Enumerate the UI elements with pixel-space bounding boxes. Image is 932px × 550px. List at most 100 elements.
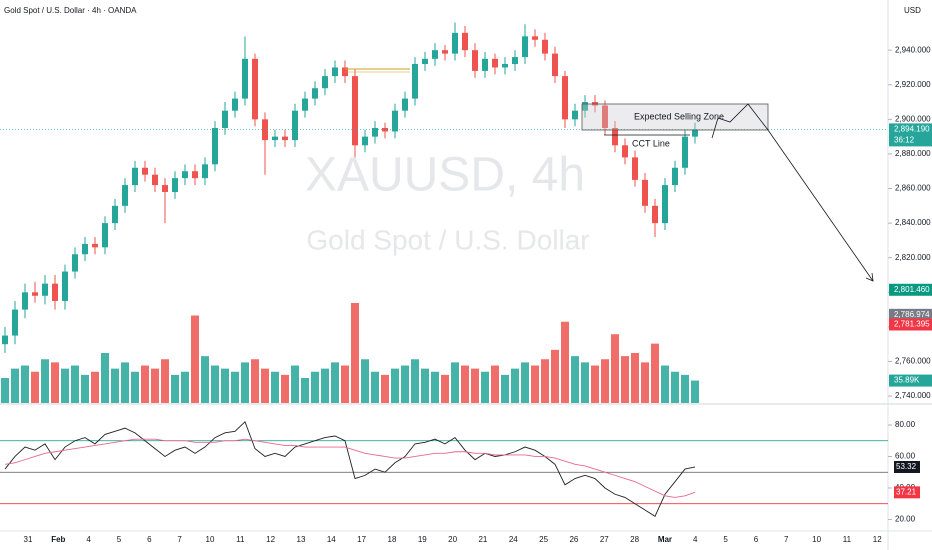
- volume-bar: [191, 315, 199, 403]
- price-level-label: 2,781.395: [894, 320, 930, 329]
- volume-bar: [181, 371, 189, 403]
- candle-body: [502, 63, 508, 68]
- y-tick-label: 2,740.000: [895, 391, 931, 400]
- candle-body: [172, 178, 178, 192]
- x-tick-label: 10: [812, 535, 821, 544]
- volume-bar: [531, 365, 539, 403]
- candle-body: [132, 167, 138, 186]
- volume-bar: [131, 371, 139, 403]
- candle-body: [232, 98, 238, 111]
- x-tick-label: 5: [723, 535, 728, 544]
- volume-bar: [141, 365, 149, 403]
- candle-body: [292, 110, 298, 141]
- candle-body: [82, 243, 88, 255]
- candle-body: [302, 98, 308, 111]
- volume-bar: [271, 371, 279, 403]
- x-tick-label: 13: [297, 535, 306, 544]
- candle-body: [392, 110, 398, 132]
- volume-bar: [481, 371, 489, 403]
- selling-zone: [581, 103, 769, 131]
- rsi-value-box: [894, 460, 920, 473]
- candle-body: [222, 110, 228, 128]
- candle-body: [362, 136, 368, 146]
- x-tick-label: 21: [478, 535, 487, 544]
- candle-body: [372, 127, 378, 137]
- volume-bar: [471, 368, 479, 403]
- candle-body: [22, 292, 28, 310]
- volume-bar: [91, 371, 99, 403]
- volume-bar: [401, 365, 409, 403]
- volume-bar: [341, 365, 349, 403]
- candle-body: [2, 335, 8, 345]
- x-tick-label: 12: [873, 535, 882, 544]
- x-tick-label: 7: [784, 535, 789, 544]
- volume-bar: [291, 365, 299, 403]
- rsi-value-box: [894, 486, 920, 499]
- volume-bar: [441, 374, 449, 403]
- candle-body: [612, 127, 618, 146]
- volume-bar: [151, 368, 159, 403]
- candle-body: [522, 36, 528, 58]
- watermark: XAUUSD, 4h: [305, 149, 585, 202]
- candle-body: [182, 171, 188, 179]
- rsi-line: [4, 421, 696, 517]
- price-level-label: 2,786.974: [894, 310, 930, 319]
- candle-body: [602, 105, 608, 128]
- volume-bar: [101, 353, 109, 403]
- volume-bar: [621, 356, 629, 403]
- candle-body: [642, 179, 648, 206]
- volume-bar: [201, 356, 209, 403]
- y-tick-label: 2,900.000: [895, 114, 931, 123]
- candle-body: [212, 127, 218, 165]
- candle-body: [472, 50, 478, 71]
- x-tick-label: 11: [236, 535, 245, 544]
- volume-bar: [301, 378, 309, 403]
- candle-body: [542, 39, 548, 54]
- x-tick-label: 25: [539, 535, 548, 544]
- y-tick-label: 2,840.000: [895, 218, 931, 227]
- x-tick-label: 10: [206, 535, 215, 544]
- candle-body: [632, 157, 638, 180]
- volume-bar: [461, 365, 469, 403]
- candle-body: [352, 76, 358, 146]
- volume-bar: [511, 368, 519, 403]
- candle-body: [112, 205, 118, 224]
- candle-body: [242, 58, 248, 99]
- x-tick-label: 12: [266, 535, 275, 544]
- price-level-label: 2,801.460: [894, 285, 930, 294]
- volume-bar: [411, 359, 419, 403]
- candle-body: [482, 58, 488, 71]
- x-tick-label: 27: [600, 535, 609, 544]
- volume-bar: [541, 359, 549, 403]
- volume-label: 35.89K: [894, 376, 920, 385]
- rsi-value-label: 53.32: [896, 462, 917, 471]
- x-tick-label: 7: [177, 535, 182, 544]
- candle-body: [512, 57, 518, 64]
- candle-body: [452, 32, 458, 54]
- candle-body: [142, 167, 148, 175]
- x-tick-label: 20: [448, 535, 457, 544]
- volume-bar: [31, 371, 39, 403]
- y-tick-label: 2,920.000: [895, 80, 931, 89]
- candle-body: [162, 185, 168, 192]
- last-price-label: 2,894.190: [894, 125, 930, 134]
- candle-body: [272, 136, 278, 141]
- candle-body: [262, 119, 268, 141]
- currency: USD: [904, 6, 921, 15]
- volume-bar: [11, 368, 19, 403]
- volume-bar: [81, 374, 89, 403]
- x-tick-label: 17: [357, 535, 366, 544]
- volume-bar: [451, 362, 459, 403]
- projection-path: [711, 103, 874, 282]
- candle-body: [62, 271, 68, 301]
- volume-bar: [491, 365, 499, 403]
- x-tick-label: 5: [117, 535, 122, 544]
- candle-body: [152, 174, 158, 186]
- volume-bar: [211, 365, 219, 403]
- volume-bar: [51, 362, 59, 403]
- candle-body: [442, 50, 448, 54]
- last-price-box: [889, 123, 932, 147]
- cct-label: CCT Line: [632, 138, 670, 148]
- volume-bar: [571, 356, 579, 403]
